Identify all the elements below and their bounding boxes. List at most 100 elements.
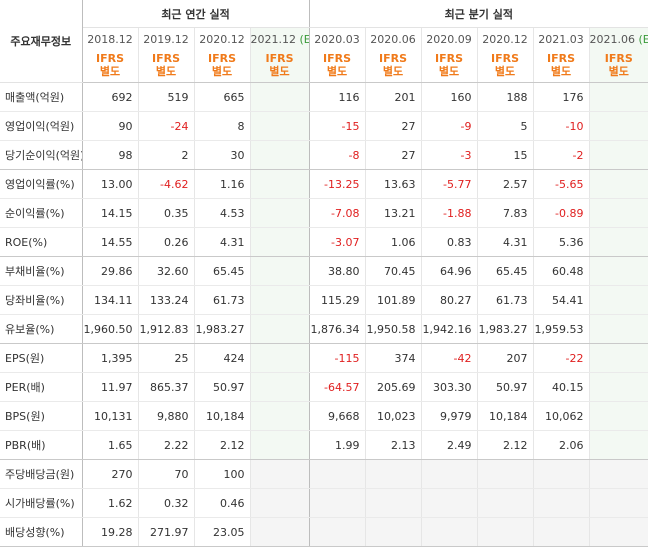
row-label: EPS(원): [0, 343, 83, 373]
ifrs-label: IFRS 별도: [476, 50, 534, 83]
quarter-value-cell: 2.57: [476, 169, 534, 199]
quarter-value-cell: 10,184: [476, 401, 534, 431]
annual-value-cell: -24: [137, 111, 194, 141]
quarter-value-cell: 38.80: [309, 256, 366, 286]
annual-value-cell: [249, 198, 310, 228]
quarter-value-cell: 1.06: [364, 227, 422, 257]
quarter-date: 2020.06: [364, 27, 422, 50]
table-row: PER(배) 11.97 865.37 50.97 -64.57 205.69 303.30…: [0, 372, 648, 402]
annual-value-cell: [249, 140, 310, 170]
quarter-value-cell: -64.57: [309, 372, 366, 402]
table-row: 순이익률(%) 14.15 0.35 4.53 -7.08 13.21 -1.88 7.83-…: [0, 198, 648, 228]
quarter-value-cell: [588, 430, 648, 460]
quarter-date-estimate: 2021.06 (E): [588, 27, 648, 50]
quarter-value-cell: 188: [476, 82, 534, 112]
quarter-value-cell: 115.29: [309, 285, 366, 315]
quarter-value-cell: 207: [476, 343, 534, 373]
row-label: 당기순이익(억원): [0, 140, 83, 170]
quarter-value-cell: 13.21: [364, 198, 422, 228]
annual-value-cell: [249, 314, 310, 344]
annual-value-cell: 70: [137, 459, 194, 489]
annual-value-cell: 4.31: [193, 227, 250, 257]
annual-value-cell: 2: [137, 140, 194, 170]
row-label: BPS(원): [0, 401, 83, 431]
quarter-value-cell: [420, 459, 478, 489]
annual-value-cell: 1,983.27: [193, 314, 250, 344]
annual-value-cell: [249, 488, 310, 518]
quarter-value-cell: 65.45: [476, 256, 534, 286]
annual-value-cell: 665: [193, 82, 250, 112]
table-row: EPS(원) 1,395 25 424 -115 374 -42 207 -22: [0, 343, 648, 373]
annual-value-cell: 1,960.50: [81, 314, 138, 344]
annual-value-cell: 271.97: [137, 517, 194, 547]
annual-value-cell: [249, 256, 310, 286]
quarter-value-cell: 10,062: [532, 401, 590, 431]
quarter-value-cell: 5.36: [532, 227, 590, 257]
quarter-date: 2020.09: [420, 27, 478, 50]
estimate-mark: (E): [299, 32, 309, 46]
quarter-value-cell: [420, 517, 478, 547]
quarter-value-cell: 50.97: [476, 372, 534, 402]
table-row: ROE(%) 14.55 0.26 4.31 -3.07 1.06 0.83 4.31 5.36: [0, 227, 648, 257]
table-row: 주당배당금(원) 270 70 100: [0, 459, 648, 489]
quarter-value-cell: -115: [309, 343, 366, 373]
quarter-date: 2020.03: [314, 32, 360, 46]
annual-value-cell: 32.60: [137, 256, 194, 286]
quarter-value-cell: 5: [476, 111, 534, 141]
ifrs-label: IFRS 별도: [309, 50, 366, 83]
quarter-value-cell: 1,959.53: [532, 314, 590, 344]
annual-value-cell: 0.32: [137, 488, 194, 518]
annual-value-cell: 865.37: [137, 372, 194, 402]
annual-value-cell: 50.97: [193, 372, 250, 402]
quarter-value-cell: -1.88: [420, 198, 478, 228]
row-header-label: 주요재무정보: [0, 0, 83, 83]
row-label: PER(배): [0, 372, 83, 402]
table-row: BPS(원) 10,131 9,880 10,184 9,668 10,023 9,979 1…: [0, 401, 648, 431]
quarter-value-cell: 4.31: [476, 227, 534, 257]
quarter-value-cell: [364, 517, 422, 547]
quarter-value-cell: -0.89: [532, 198, 590, 228]
annual-value-cell: [249, 372, 310, 402]
quarter-value-cell: 1,942.16: [420, 314, 478, 344]
annual-value-cell: 133.24: [137, 285, 194, 315]
quarter-value-cell: 1,983.27: [476, 314, 534, 344]
annual-value-cell: 8: [193, 111, 250, 141]
annual-value-cell: [249, 459, 310, 489]
annual-date-estimate: 2021.12 (E): [249, 27, 310, 50]
ifrs-label: IFRS 별도: [420, 50, 478, 83]
annual-value-cell: 30: [193, 140, 250, 170]
annual-value-cell: [249, 285, 310, 315]
annual-value-cell: 14.15: [81, 198, 138, 228]
quarter-value-cell: -3: [420, 140, 478, 170]
annual-value-cell: 23.05: [193, 517, 250, 547]
annual-value-cell: 2.12: [193, 430, 250, 460]
ifrs-label: IFRS 별도: [532, 50, 590, 83]
annual-section-title: 최근 연간 실적: [82, 0, 310, 28]
annual-value-cell: 0.26: [137, 227, 194, 257]
annual-value-cell: 270: [81, 459, 138, 489]
ifrs-label: IFRS 별도: [82, 50, 138, 83]
quarter-value-cell: [588, 517, 648, 547]
quarter-value-cell: [532, 517, 590, 547]
table-row: PBR(배) 1.65 2.22 2.12 1.99 2.13 2.49 2.12 2.06: [0, 430, 648, 460]
table-row: 시가배당률(%) 1.62 0.32 0.46: [0, 488, 648, 518]
quarter-value-cell: [588, 169, 648, 199]
ifrs-label: IFRS 별도: [364, 50, 422, 83]
quarter-value-cell: -7.08: [309, 198, 366, 228]
ifrs-label: IFRS 별도: [249, 50, 310, 83]
annual-value-cell: 19.28: [81, 517, 138, 547]
annual-value-cell: 10,131: [81, 401, 138, 431]
annual-value-cell: 134.11: [81, 285, 138, 315]
ifrs-label: IFRS 별도: [588, 50, 648, 83]
quarter-value-cell: -2: [532, 140, 590, 170]
table-row: 매출액(억원) 692 519 665 116 201 160 188 176: [0, 82, 648, 112]
annual-value-cell: 10,184: [193, 401, 250, 431]
quarter-value-cell: [588, 372, 648, 402]
row-label: 영업이익률(%): [0, 169, 83, 199]
quarter-value-cell: 101.89: [364, 285, 422, 315]
annual-value-cell: 1,912.83: [137, 314, 194, 344]
row-label: 부채비율(%): [0, 256, 83, 286]
quarter-value-cell: 160: [420, 82, 478, 112]
annual-value-cell: 4.53: [193, 198, 250, 228]
